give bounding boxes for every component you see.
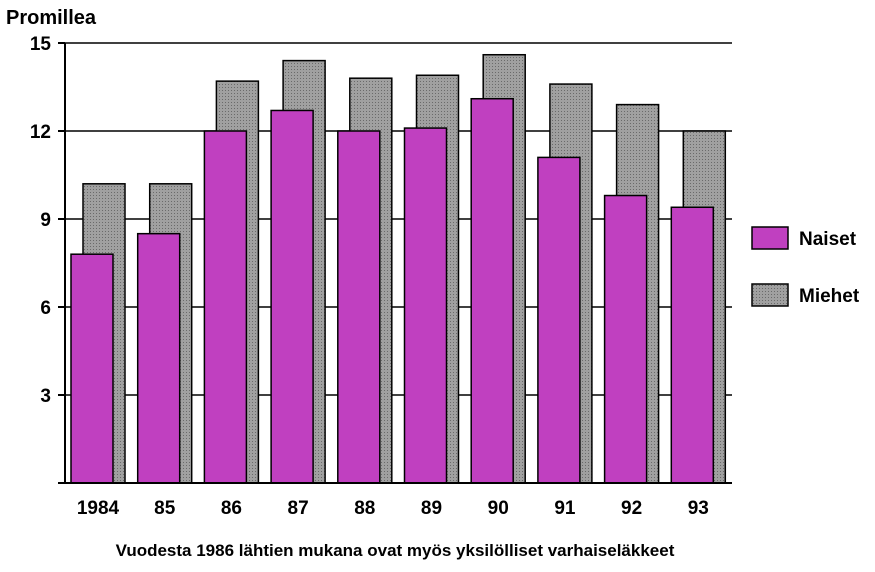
- bar-naiset: [603, 194, 648, 484]
- bar-naiset: [670, 206, 715, 484]
- x-tick-label: 89: [421, 498, 442, 519]
- bar-naiset: [403, 127, 448, 484]
- y-tick-label: 15: [30, 34, 52, 55]
- bar-naiset: [470, 97, 514, 484]
- x-tick-label: 93: [688, 498, 709, 519]
- y-tick-labels: 3 6 9 12 15: [30, 34, 52, 407]
- x-tick-labels: 1984 85 86 87 88 89 90 91 92 93: [77, 498, 709, 519]
- legend-swatch-miehet: [751, 283, 789, 307]
- axes: [58, 42, 732, 484]
- bar-naiset: [70, 253, 114, 484]
- legend-label-naiset: Naiset: [799, 229, 857, 250]
- bar-naiset: [537, 156, 581, 484]
- x-tick-label: 86: [221, 498, 242, 519]
- y-tick-label: 3: [40, 386, 51, 407]
- bars: [70, 53, 727, 484]
- y-tick-label: 6: [40, 298, 51, 319]
- x-tick-label: 1984: [77, 498, 120, 519]
- y-tick-label: 12: [30, 122, 51, 143]
- x-tick-label: 92: [621, 498, 642, 519]
- legend-swatch-naiset: [751, 226, 789, 250]
- x-tick-label: 85: [154, 498, 176, 519]
- legend-label-miehet: Miehet: [799, 286, 860, 307]
- x-tick-label: 90: [488, 498, 509, 519]
- y-axis-label: Promillea: [6, 7, 97, 29]
- bar-naiset: [337, 130, 381, 484]
- x-tick-label: 91: [554, 498, 576, 519]
- bar-naiset: [136, 232, 181, 484]
- bar-naiset: [270, 109, 314, 484]
- x-tick-label: 87: [288, 498, 309, 519]
- y-tick-label: 9: [40, 210, 51, 231]
- chart-caption: Vuodesta 1986 lähtien mukana ovat myös y…: [116, 541, 675, 560]
- x-tick-label: 88: [354, 498, 375, 519]
- bar-naiset: [203, 130, 248, 484]
- legend: Naiset Miehet: [751, 226, 860, 307]
